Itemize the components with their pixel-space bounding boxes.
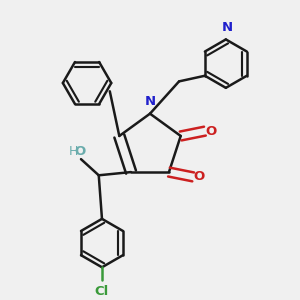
- Text: N: N: [144, 95, 156, 108]
- Text: Cl: Cl: [95, 285, 109, 298]
- Text: H: H: [69, 145, 79, 158]
- Text: N: N: [221, 21, 233, 34]
- Text: O: O: [205, 124, 216, 138]
- Text: O: O: [194, 170, 205, 183]
- Text: O: O: [75, 145, 86, 158]
